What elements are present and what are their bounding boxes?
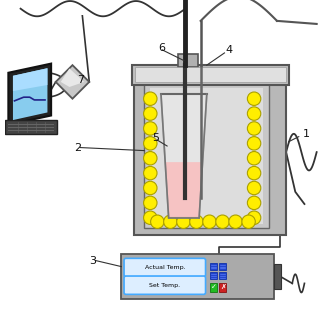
Circle shape	[229, 215, 242, 228]
Text: 4: 4	[225, 45, 232, 55]
Text: 1: 1	[303, 129, 310, 139]
Text: Set Temp.: Set Temp.	[149, 283, 180, 288]
Circle shape	[144, 137, 157, 150]
Bar	[210, 263, 217, 270]
Bar	[274, 264, 281, 290]
Bar	[133, 76, 286, 235]
Text: 2: 2	[74, 143, 81, 153]
Text: ✓: ✓	[211, 284, 216, 290]
Circle shape	[144, 196, 157, 210]
Circle shape	[247, 122, 261, 135]
Bar	[178, 54, 198, 67]
Text: ✗: ✗	[220, 284, 226, 290]
Polygon shape	[8, 64, 51, 125]
Circle shape	[144, 151, 157, 165]
Bar	[132, 65, 289, 85]
Circle shape	[164, 215, 177, 228]
Bar	[219, 283, 226, 292]
Polygon shape	[5, 120, 57, 134]
Circle shape	[144, 181, 157, 195]
Circle shape	[242, 215, 255, 228]
Text: 5: 5	[152, 133, 159, 143]
Bar	[135, 67, 286, 82]
FancyBboxPatch shape	[124, 276, 205, 294]
Circle shape	[144, 92, 157, 105]
Polygon shape	[56, 65, 89, 99]
Circle shape	[190, 215, 203, 228]
Circle shape	[247, 166, 261, 180]
Bar	[210, 283, 217, 292]
Circle shape	[151, 215, 164, 228]
Polygon shape	[61, 68, 84, 87]
Polygon shape	[13, 68, 47, 91]
Bar	[219, 272, 226, 279]
FancyBboxPatch shape	[124, 258, 205, 277]
Circle shape	[247, 151, 261, 165]
Circle shape	[247, 181, 261, 195]
Text: 3: 3	[89, 256, 96, 266]
Circle shape	[247, 137, 261, 150]
Circle shape	[144, 211, 157, 224]
Text: Actual Temp.: Actual Temp.	[145, 265, 185, 270]
Circle shape	[247, 196, 261, 210]
Circle shape	[247, 107, 261, 120]
Circle shape	[144, 122, 157, 135]
Polygon shape	[161, 94, 207, 218]
Circle shape	[216, 215, 229, 228]
Bar	[219, 263, 226, 270]
Circle shape	[144, 166, 157, 180]
Polygon shape	[13, 68, 47, 120]
Bar	[150, 88, 263, 224]
Bar	[210, 272, 217, 279]
Circle shape	[177, 215, 190, 228]
Circle shape	[247, 92, 261, 105]
Bar	[121, 254, 274, 299]
Circle shape	[144, 107, 157, 120]
Bar	[144, 82, 269, 228]
Text: 6: 6	[158, 44, 165, 53]
Polygon shape	[165, 162, 203, 218]
Circle shape	[203, 215, 216, 228]
Text: 7: 7	[77, 76, 84, 85]
Circle shape	[247, 211, 261, 224]
